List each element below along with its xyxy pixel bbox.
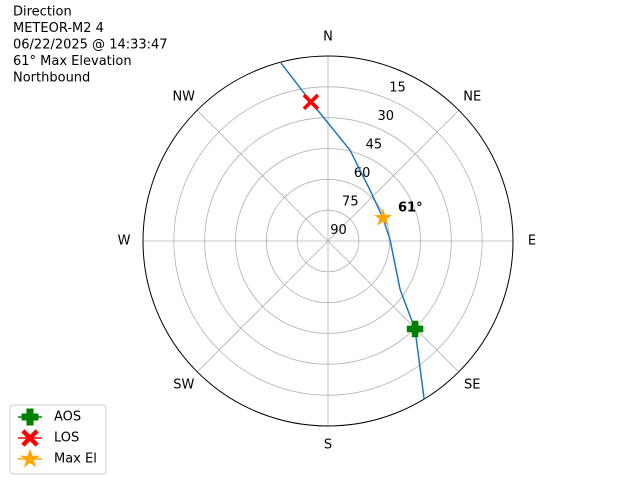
theta-tick-label: S (324, 438, 332, 453)
legend-marker (20, 448, 40, 468)
legend-marker (21, 408, 39, 426)
title-line: Direction (13, 5, 72, 20)
marker-star (373, 208, 393, 226)
grid-spoke (196, 240, 329, 373)
r-tick-label: 90 (330, 223, 347, 238)
value-label: 61° (398, 200, 423, 215)
r-tick-label: 30 (377, 109, 394, 124)
title-line: Northbound (13, 71, 90, 86)
grid-spoke (327, 109, 460, 242)
theta-tick-label: N (323, 30, 333, 45)
theta-tick-label: NW (172, 89, 195, 104)
marker-x (302, 93, 320, 111)
r-tick-label: 75 (342, 194, 359, 209)
title-line: METEOR-M2 4 (13, 21, 104, 36)
theta-tick-label: W (118, 234, 131, 249)
theta-tick-label: E (528, 234, 536, 249)
legend-label: AOS (54, 410, 81, 425)
polar-frame (142, 55, 514, 427)
track-line (280, 62, 425, 400)
r-tick-label: 15 (389, 80, 406, 95)
legend-label: LOS (54, 431, 79, 446)
grid-spoke (196, 109, 329, 242)
marker-plus (406, 320, 424, 338)
legend-marker (21, 429, 39, 447)
theta-tick-label: SW (173, 378, 194, 393)
grid-spoke (327, 240, 460, 373)
theta-tick-label: SE (464, 378, 480, 393)
legend-label: Max El (54, 452, 97, 467)
title-line: 61° Max Elevation (13, 54, 132, 69)
theta-tick-label: NE (463, 89, 481, 104)
title-line: 06/22/2025 @ 14:33:47 (13, 38, 168, 53)
r-tick-label: 45 (366, 137, 383, 152)
